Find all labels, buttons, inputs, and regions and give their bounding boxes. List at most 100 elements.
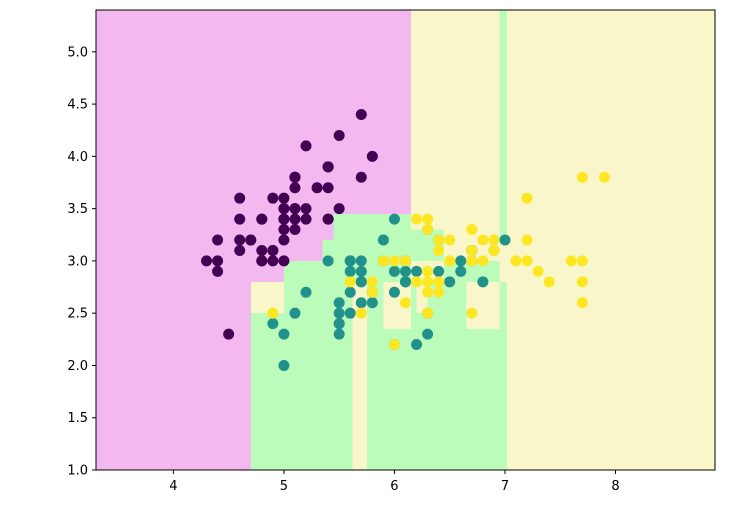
data-point-class-1 (444, 276, 456, 288)
data-point-class-0 (212, 265, 224, 277)
data-point-class-1 (333, 297, 345, 309)
data-point-class-1 (355, 297, 367, 309)
data-point-class-1 (344, 286, 356, 298)
x-tick-label: 5 (280, 479, 288, 494)
data-point-class-1 (344, 265, 356, 277)
data-point-class-2 (477, 234, 489, 246)
data-point-class-2 (422, 224, 434, 236)
data-point-class-2 (433, 286, 445, 298)
data-point-class-2 (521, 255, 533, 267)
data-point-class-1 (388, 265, 400, 277)
data-point-class-1 (333, 328, 345, 340)
data-point-class-2 (521, 192, 533, 204)
x-axis: 4 5 6 7 8 (169, 470, 620, 494)
x-tick-label: 4 (169, 479, 177, 494)
data-point-class-2 (565, 255, 577, 267)
y-tick-label: 1.5 (67, 411, 88, 426)
data-point-class-0 (300, 140, 312, 152)
data-point-class-1 (322, 255, 334, 267)
data-point-class-0 (212, 255, 224, 267)
y-tick-label: 2.5 (67, 307, 88, 322)
region-class-2 (250, 281, 284, 314)
data-point-class-1 (377, 234, 389, 246)
data-point-class-2 (576, 255, 588, 267)
data-point-class-2 (466, 307, 478, 319)
data-point-class-1 (477, 276, 489, 288)
data-point-class-0 (289, 182, 301, 194)
data-point-class-0 (267, 255, 279, 267)
data-point-class-1 (411, 265, 423, 277)
data-point-class-1 (433, 265, 445, 277)
y-tick-label: 2.0 (67, 359, 88, 374)
y-tick-label: 4.0 (67, 150, 88, 165)
data-point-class-2 (411, 213, 423, 225)
data-point-class-2 (422, 307, 434, 319)
y-tick-label: 3.0 (67, 254, 88, 269)
data-point-class-0 (256, 213, 268, 225)
data-point-class-0 (322, 213, 334, 225)
data-point-class-1 (455, 265, 467, 277)
region-class-2 (416, 281, 428, 314)
data-point-class-2 (388, 339, 400, 351)
data-point-class-0 (256, 255, 268, 267)
region-class-2 (466, 281, 500, 329)
region-class-1 (283, 260, 323, 282)
data-point-class-2 (576, 171, 588, 183)
data-point-class-0 (289, 213, 301, 225)
data-point-class-1 (366, 297, 378, 309)
data-point-class-0 (278, 234, 290, 246)
data-point-class-2 (388, 255, 400, 267)
data-point-class-0 (278, 224, 290, 236)
decision-regions (96, 10, 715, 470)
data-point-class-2 (422, 286, 434, 298)
data-point-class-1 (388, 286, 400, 298)
region-class-1 (499, 10, 508, 240)
data-point-class-1 (355, 265, 367, 277)
data-point-class-0 (355, 109, 367, 121)
data-point-class-1 (388, 213, 400, 225)
data-point-class-2 (400, 297, 411, 309)
data-point-class-1 (333, 307, 345, 319)
region-class-1 (250, 313, 284, 470)
data-point-class-0 (201, 255, 213, 267)
data-point-class-1 (289, 307, 301, 319)
data-point-class-0 (234, 244, 246, 256)
data-point-class-1 (400, 276, 411, 288)
data-point-class-1 (333, 318, 345, 330)
x-tick-label: 8 (611, 479, 619, 494)
data-point-class-1 (300, 286, 312, 298)
y-tick-label: 5.0 (67, 45, 88, 60)
data-point-class-1 (344, 307, 356, 319)
data-point-class-2 (488, 244, 500, 256)
data-point-class-2 (488, 234, 500, 246)
data-point-class-2 (400, 255, 411, 267)
data-point-class-2 (466, 224, 478, 236)
data-point-class-2 (433, 276, 445, 288)
data-point-class-0 (300, 203, 312, 215)
data-point-class-0 (223, 328, 235, 340)
data-point-class-0 (322, 161, 334, 173)
data-point-class-1 (400, 265, 411, 277)
data-point-class-2 (466, 244, 478, 256)
data-point-class-0 (234, 213, 246, 225)
data-point-class-0 (355, 171, 367, 183)
data-point-class-1 (499, 234, 511, 246)
data-point-class-1 (267, 318, 279, 330)
data-point-class-1 (278, 359, 290, 371)
data-point-class-2 (366, 276, 378, 288)
region-class-2 (507, 10, 715, 470)
data-point-class-2 (543, 276, 555, 288)
data-point-class-2 (433, 244, 445, 256)
plot-frame (95, 9, 716, 471)
data-point-class-2 (598, 171, 610, 183)
data-point-class-2 (377, 255, 389, 267)
data-point-class-2 (444, 234, 456, 246)
data-point-class-0 (234, 234, 246, 246)
data-point-class-1 (355, 276, 367, 288)
data-point-class-0 (289, 171, 301, 183)
data-point-class-0 (256, 244, 268, 256)
data-point-class-2 (344, 276, 356, 288)
x-tick-label: 7 (501, 479, 509, 494)
data-point-class-0 (333, 129, 345, 141)
data-point-class-0 (366, 150, 378, 162)
